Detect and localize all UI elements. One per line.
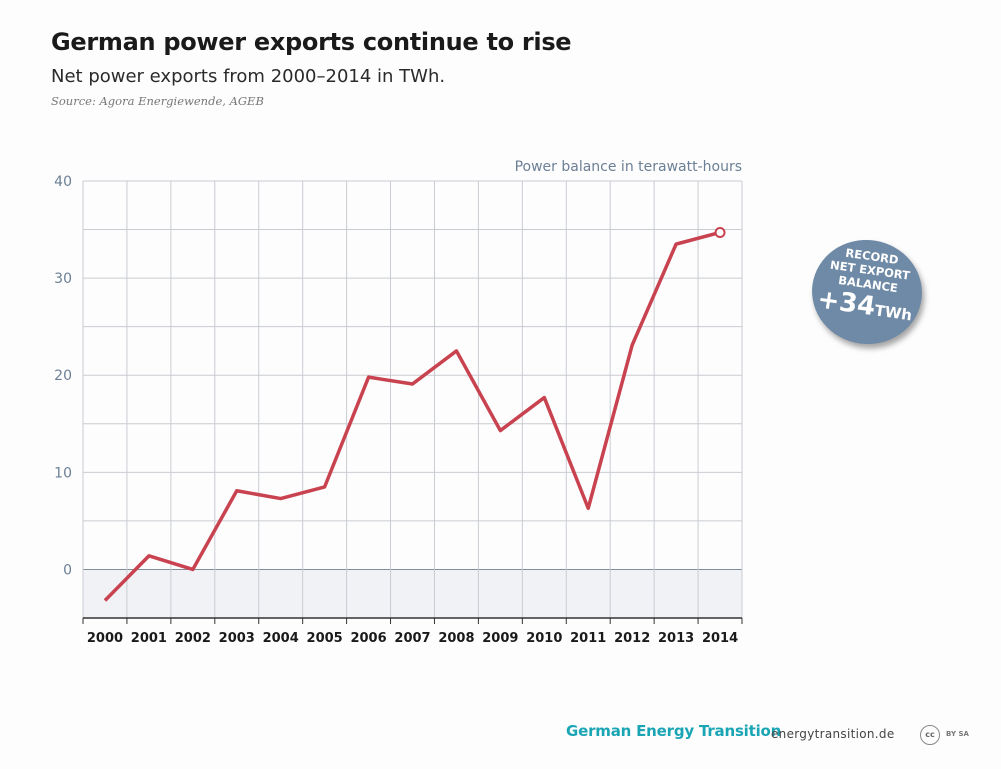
- x-tick-label: 2014: [702, 631, 738, 646]
- creative-commons-icon: cc: [920, 725, 940, 745]
- x-tick-label: 2001: [131, 631, 167, 646]
- x-tick-label: 2008: [438, 631, 474, 646]
- x-tick-label: 2012: [614, 631, 650, 646]
- x-tick-label: 2002: [175, 631, 211, 646]
- footer-brand: German Energy Transition: [566, 722, 782, 740]
- x-tick-label: 2011: [570, 631, 606, 646]
- x-tick-label: 2010: [526, 631, 562, 646]
- x-tick-label: 2004: [263, 631, 299, 646]
- end-point-marker: [714, 226, 726, 238]
- x-tick-label: 2006: [350, 631, 386, 646]
- y-tick-label: 30: [54, 271, 72, 287]
- series-line: [103, 230, 721, 602]
- y-tick-label: 40: [54, 174, 72, 190]
- x-tick-label: 2000: [87, 631, 123, 646]
- x-tick-label: 2013: [658, 631, 694, 646]
- x-tick-label: 2003: [219, 631, 255, 646]
- chart-source: Source: Agora Energiewende, AGEB: [51, 94, 264, 108]
- x-tick-label: 2009: [482, 631, 518, 646]
- y-tick-label: 10: [54, 465, 72, 481]
- x-tick-label: 2007: [394, 631, 430, 646]
- license-label: BY SA: [946, 730, 969, 738]
- y-tick-label: 20: [54, 368, 72, 384]
- negative-area: [83, 569, 742, 618]
- chart-subtitle: Net power exports from 2000–2014 in TWh.: [51, 66, 446, 87]
- chart-title: German power exports continue to rise: [51, 28, 572, 56]
- y-tick-label: 0: [63, 562, 72, 578]
- x-tick-label: 2005: [307, 631, 343, 646]
- axis-title: Power balance in terawatt-hours: [515, 159, 742, 175]
- badge-unit: TWh: [873, 301, 914, 325]
- footer-url-link[interactable]: energytransition.de: [771, 727, 895, 741]
